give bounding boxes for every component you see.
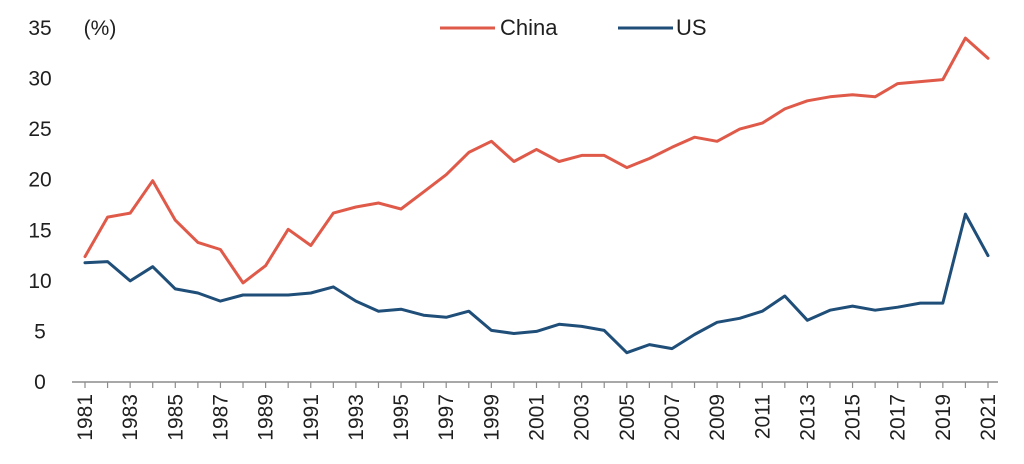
- y-tick-label: 30: [28, 68, 51, 91]
- y-tick-label: 0: [34, 371, 46, 394]
- y-tick-label: 35: [28, 17, 51, 40]
- y-tick-label: 5: [34, 320, 46, 343]
- x-tick-label: 1999: [480, 394, 503, 441]
- x-tick-label: 1983: [119, 394, 142, 441]
- x-tick-label: 2007: [661, 394, 684, 441]
- x-tick-label: 2013: [796, 394, 819, 441]
- series-line-china: [83, 36, 990, 285]
- x-tick-label: 2001: [526, 394, 549, 441]
- x-tick-label: 2005: [616, 394, 639, 441]
- x-tick-label: 2003: [571, 394, 594, 441]
- legend-label-china: China: [500, 15, 558, 40]
- x-tick-label: 2009: [706, 394, 729, 441]
- x-tick-label: 2015: [842, 394, 865, 441]
- x-tick-label: 1985: [164, 394, 187, 441]
- legend: China US: [440, 15, 707, 40]
- x-tick-label: 1989: [255, 394, 278, 441]
- x-tick-label: 1991: [300, 394, 323, 441]
- legend-label-us: US: [676, 15, 707, 40]
- x-tick-label: 1995: [390, 394, 413, 441]
- series-group: [83, 36, 990, 355]
- y-tick-label: 20: [28, 169, 51, 192]
- y-tick-label: 10: [28, 270, 51, 293]
- series-line-us: [83, 212, 990, 355]
- y-tick-label: 15: [28, 219, 51, 242]
- x-tick-label: 1981: [74, 394, 97, 441]
- x-tick-label: 2019: [932, 394, 955, 441]
- x-axis-tick-labels: 1981 1983 1985 1987 1989 1991 1993 1995 1997 1999…: [74, 394, 1000, 441]
- x-tick-label: 1997: [435, 394, 458, 441]
- x-axis-ticks: [84, 382, 989, 388]
- y-tick-label: 25: [28, 118, 51, 141]
- x-tick-label: 1987: [209, 394, 232, 441]
- x-tick-label: 2017: [887, 394, 910, 441]
- y-axis-unit-label: (%): [84, 17, 117, 40]
- x-tick-label: 2021: [977, 394, 1000, 441]
- y-axis-tick-labels: 0 5 10 15 20 25 30 35: [28, 17, 51, 394]
- x-tick-label: 1993: [345, 394, 368, 441]
- x-tick-label: 2011: [751, 394, 774, 439]
